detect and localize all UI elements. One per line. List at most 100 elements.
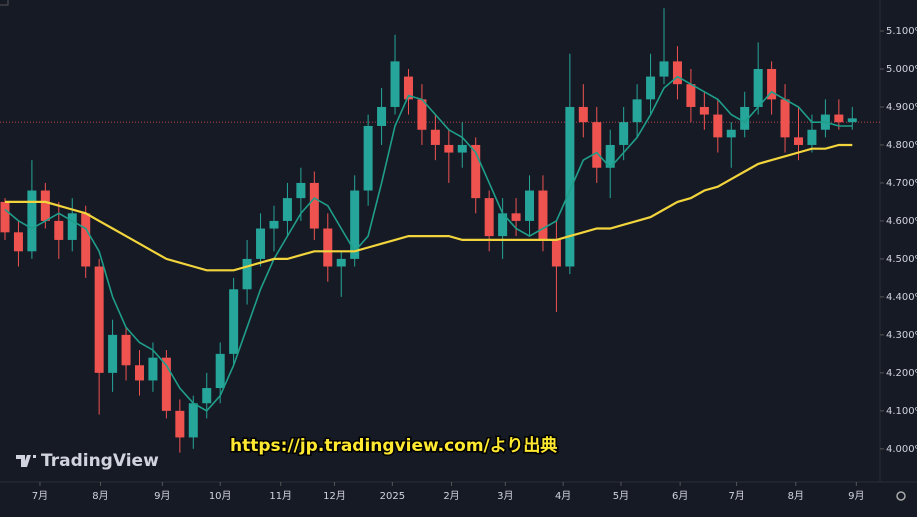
x-tick-label: 12月 xyxy=(323,490,346,502)
candle-body xyxy=(121,334,131,366)
candle-body xyxy=(13,232,23,252)
candle-body xyxy=(565,106,575,267)
candle-body xyxy=(390,61,400,107)
candle-body xyxy=(175,410,185,438)
candle-body xyxy=(323,228,333,267)
candle-body xyxy=(753,68,763,107)
x-tick-label: 7月 xyxy=(728,490,744,502)
candle-body xyxy=(551,239,561,267)
candle-body xyxy=(834,114,844,123)
candle-body xyxy=(148,357,158,381)
candle-body xyxy=(134,365,144,381)
moving-average-line xyxy=(4,75,853,412)
x-tick-label: 9月 xyxy=(848,490,864,502)
candle-body xyxy=(457,144,467,153)
candle-body xyxy=(54,220,64,240)
y-tick-label: 4.500% xyxy=(886,254,917,265)
candle-body xyxy=(229,289,239,354)
y-tick-label: 5.100% xyxy=(886,26,917,37)
candle-body xyxy=(269,220,279,229)
x-tick-label: 8月 xyxy=(92,490,108,502)
candle-body xyxy=(686,84,696,107)
candle-body xyxy=(578,106,588,123)
candle-body xyxy=(780,99,790,138)
y-tick-label: 4.200% xyxy=(886,368,917,379)
source-note: https://jp.tradingview.com/より出典 xyxy=(230,435,557,456)
y-tick-label: 4.900% xyxy=(886,102,917,113)
y-tick-label: 4.300% xyxy=(886,330,917,341)
candle-body xyxy=(256,228,266,259)
candle-body xyxy=(81,213,91,267)
candle-body xyxy=(444,144,454,153)
candle-body xyxy=(646,76,656,100)
logo: TradingView xyxy=(16,451,159,471)
candle-body xyxy=(309,182,319,229)
candle-body xyxy=(363,125,373,191)
moving-average-line xyxy=(5,143,853,272)
x-tick-label: 2月 xyxy=(443,490,459,502)
candle-body xyxy=(847,118,857,123)
candle-body xyxy=(161,357,171,411)
y-tick-label: 4.600% xyxy=(886,216,917,227)
x-tick-label: 9月 xyxy=(154,490,170,502)
candle-body xyxy=(27,190,37,252)
candle-body xyxy=(282,198,292,221)
y-tick-label: 4.400% xyxy=(886,292,917,303)
y-tick-label: 4.700% xyxy=(886,178,917,189)
candle-body xyxy=(430,129,440,145)
candle-body xyxy=(296,182,306,199)
x-tick-label: 5月 xyxy=(613,490,629,502)
y-tick-label: 4.000% xyxy=(886,444,917,455)
y-tick-label: 5.000% xyxy=(886,64,917,75)
corner-box xyxy=(0,0,9,6)
candle-body xyxy=(202,388,212,404)
candle-body xyxy=(377,106,387,126)
x-tick-label: 4月 xyxy=(555,490,571,502)
candle-body xyxy=(632,99,642,123)
logo-icon xyxy=(16,455,36,467)
x-tick-label: 11月 xyxy=(269,490,292,502)
y-tick-label: 4.100% xyxy=(886,406,917,417)
x-tick-label: 6月 xyxy=(672,490,688,502)
x-tick-label: 3月 xyxy=(497,490,513,502)
candle-body xyxy=(592,122,602,168)
candle-body xyxy=(471,144,481,199)
candle-body xyxy=(108,334,118,373)
candle-body xyxy=(498,213,508,237)
watermark: TradingView xyxy=(41,451,159,471)
candle-body xyxy=(793,137,803,145)
candle-body xyxy=(484,198,494,237)
x-tick-label: 8月 xyxy=(788,490,804,502)
x-tick-label: 2025 xyxy=(380,491,405,502)
candle-body xyxy=(94,266,104,373)
candle-body xyxy=(511,213,521,221)
candle-body xyxy=(417,99,427,130)
candle-body xyxy=(538,190,548,240)
candle-body xyxy=(215,353,225,389)
candle-body xyxy=(672,61,682,85)
candle-body xyxy=(619,122,629,145)
settings-icon[interactable] xyxy=(896,491,906,501)
candle-body xyxy=(767,68,777,100)
candle-body xyxy=(726,129,736,138)
candle-body xyxy=(659,61,669,77)
y-tick-label: 4.800% xyxy=(886,140,917,151)
candle-body xyxy=(350,190,360,259)
candle-body xyxy=(699,106,709,115)
candle-body xyxy=(242,258,252,290)
candle-body xyxy=(403,76,413,100)
candle-body xyxy=(740,106,750,130)
candle-body xyxy=(40,190,50,221)
candle-body xyxy=(0,201,10,233)
candle-body xyxy=(336,258,346,267)
candle-body xyxy=(713,114,723,138)
candle-body xyxy=(807,129,817,145)
x-tick-label: 7月 xyxy=(32,490,48,502)
x-tick-label: 10月 xyxy=(209,490,232,502)
candle-body xyxy=(67,213,77,240)
candle-body xyxy=(188,403,198,438)
candle-body xyxy=(605,144,615,168)
candle-body xyxy=(525,190,535,221)
